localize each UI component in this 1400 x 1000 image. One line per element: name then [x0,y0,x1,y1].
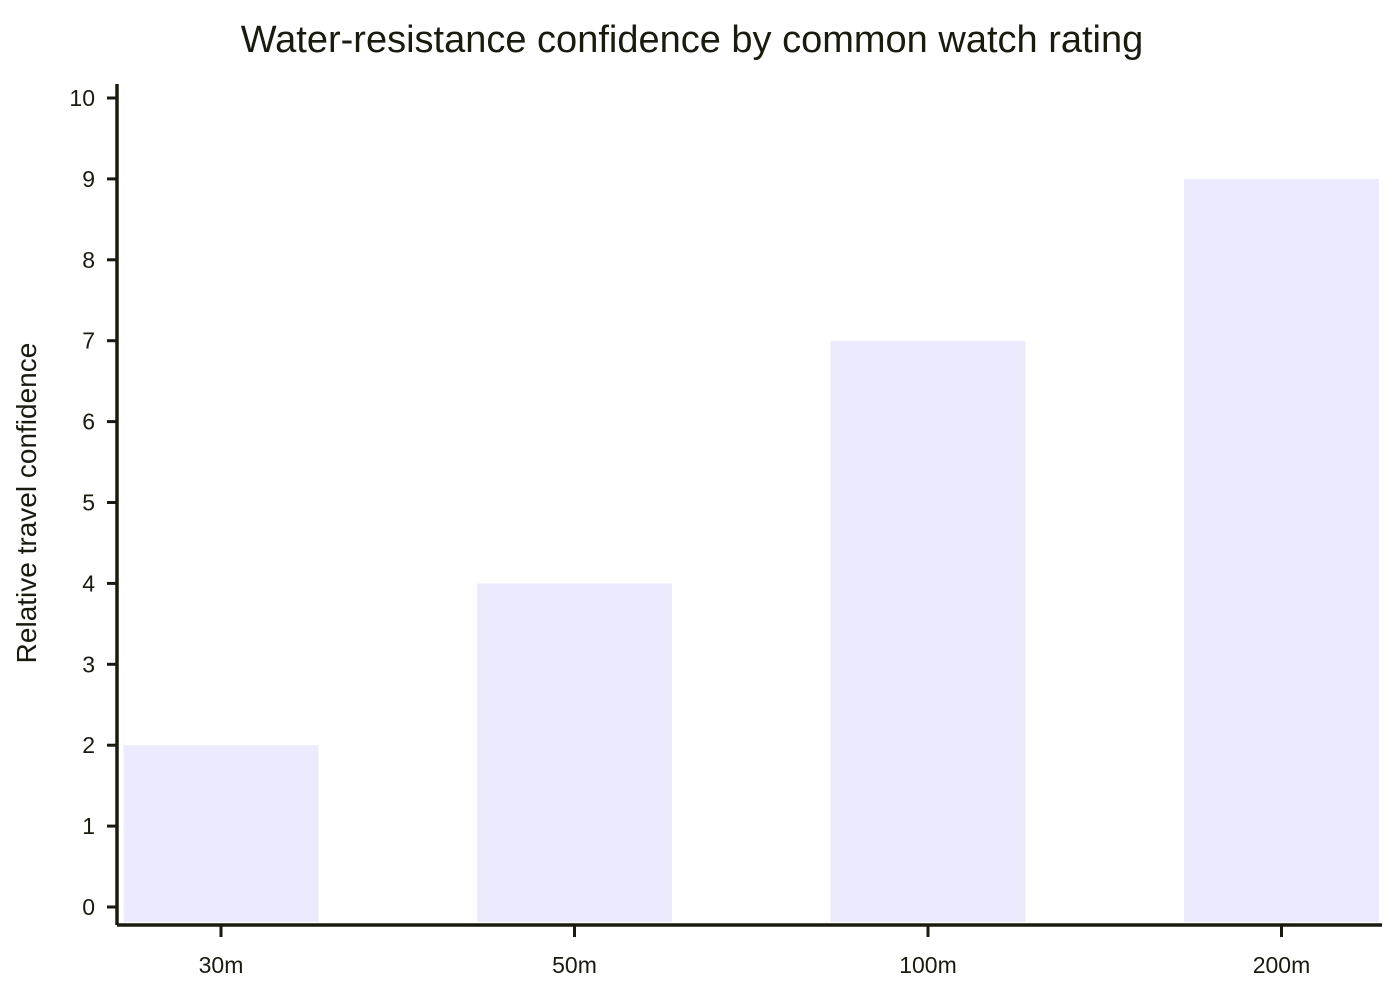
x-tick-label-50m: 50m [552,952,597,978]
bar-100m [830,340,1026,922]
y-axis: 0 1 2 3 4 5 6 7 8 9 10 [69,84,119,925]
bars-group [123,178,1379,922]
y-tick-label-4: 4 [82,570,95,596]
y-tick-label-2: 2 [82,732,95,758]
y-tick-label-7: 7 [82,328,95,354]
y-tick-label-8: 8 [82,247,95,273]
chart-title: Water-resistance confidence by common wa… [241,19,1144,61]
x-tick-label-30m: 30m [199,952,244,978]
y-tick-label-0: 0 [82,894,95,920]
x-axis: 30m 50m 100m 200m [117,923,1382,978]
bar-30m [123,745,319,922]
y-tick-label-3: 3 [82,651,95,677]
y-tick-label-10: 10 [69,85,95,111]
bar-50m [477,583,672,922]
x-tick-label-200m: 200m [1253,952,1311,978]
y-axis-label: Relative travel confidence [11,343,42,664]
y-tick-label-9: 9 [82,166,95,192]
y-tick-label-5: 5 [82,490,95,516]
y-tick-label-1: 1 [82,813,95,839]
bar-200m [1184,178,1379,922]
y-tick-label-6: 6 [82,409,95,435]
x-tick-label-100m: 100m [899,952,957,978]
